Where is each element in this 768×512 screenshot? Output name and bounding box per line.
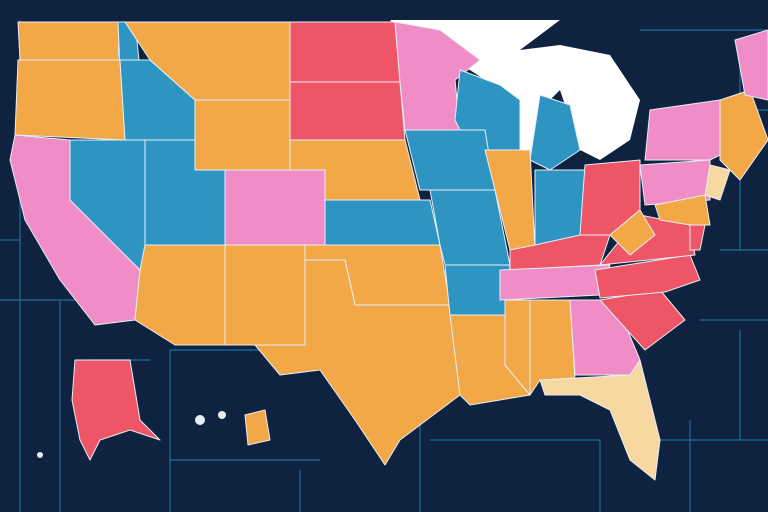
state-west-virginia <box>609 209 656 256</box>
state-oregon <box>14 59 126 141</box>
state-indiana <box>534 169 586 246</box>
state-washington <box>17 21 121 61</box>
state-new-mexico <box>224 244 306 346</box>
state-delaware <box>689 224 706 251</box>
state-maine <box>734 29 768 101</box>
state-hawaii <box>244 409 271 446</box>
hawaii-island <box>218 411 226 419</box>
state-new-jersey <box>704 164 731 201</box>
state-south-dakota <box>289 81 406 141</box>
state-texas <box>254 259 461 466</box>
state-florida <box>539 359 661 481</box>
state-pennsylvania <box>639 159 711 206</box>
state-michigan <box>529 94 581 171</box>
hawaii-island <box>195 415 205 425</box>
state-colorado <box>224 169 326 246</box>
state-tennessee <box>499 264 611 301</box>
state-alaska <box>71 359 161 461</box>
states-layer <box>9 21 768 481</box>
state-kansas <box>324 199 441 246</box>
state-new-york <box>644 99 731 161</box>
alaska-island <box>37 452 43 458</box>
state-north-dakota <box>289 21 401 83</box>
state-wyoming <box>194 99 291 171</box>
state-iowa <box>404 129 496 191</box>
